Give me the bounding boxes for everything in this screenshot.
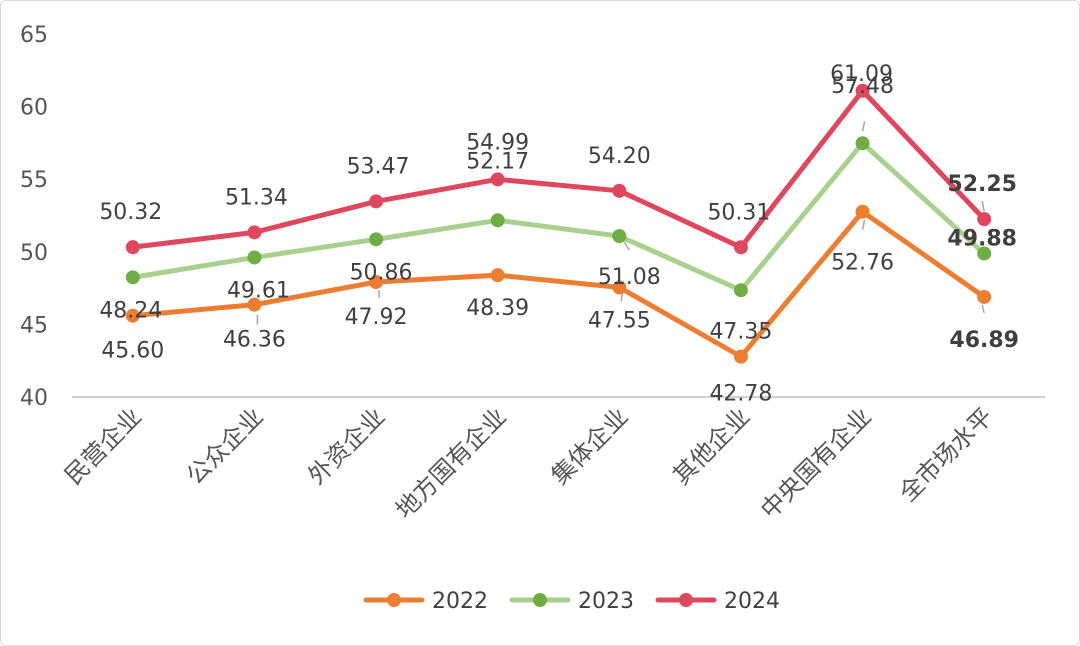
- data-point: [125, 308, 140, 323]
- data-point: [247, 297, 262, 312]
- data-point: [855, 83, 870, 98]
- x-category-label: 集体企业: [546, 402, 634, 490]
- y-tick-label: 40: [20, 386, 48, 411]
- leader-line: [623, 241, 630, 251]
- legend-item-2022: 2022: [363, 589, 488, 614]
- leader-lines: [256, 121, 985, 325]
- data-label: 46.36: [223, 328, 286, 353]
- legend-item-2024: 2024: [655, 589, 780, 614]
- data-labels: 45.60 46.36 47.92 48.39 47.55 42.78 52.76 46.89…: [99, 62, 1019, 407]
- data-label: 47.55: [588, 308, 651, 333]
- data-point: [612, 229, 627, 244]
- data-point: [247, 250, 262, 265]
- data-point: [855, 204, 870, 219]
- data-label: 49.88: [947, 227, 1017, 252]
- data-point: [612, 183, 627, 198]
- legend-label: 2023: [578, 589, 634, 614]
- data-label: 49.61: [227, 278, 290, 303]
- data-label: 45.60: [101, 339, 164, 364]
- series-2023: [125, 136, 992, 298]
- series-line-2024: [130, 88, 987, 250]
- legend: 2022 2023 2024: [363, 589, 780, 614]
- data-label: 53.47: [347, 154, 410, 179]
- data-label: 47.92: [345, 305, 408, 330]
- y-tick-label: 55: [20, 168, 48, 193]
- data-point: [855, 136, 870, 151]
- leader-line: [861, 219, 866, 230]
- x-category-label: 其他企业: [667, 402, 755, 490]
- leader-line: [861, 121, 866, 132]
- x-category-label: 民营企业: [59, 402, 147, 490]
- x-category-label: 全市场水平: [894, 402, 999, 507]
- data-point: [369, 194, 384, 209]
- data-label: 46.89: [949, 328, 1019, 353]
- leader-line: [981, 200, 985, 212]
- data-point: [977, 212, 992, 227]
- data-point: [369, 232, 384, 247]
- legend-swatch-marker: [387, 593, 401, 607]
- data-point: [612, 280, 627, 295]
- y-axis: 40 45 50 55 60 65: [20, 23, 48, 411]
- x-category-label: 外资企业: [303, 402, 391, 490]
- data-label: 51.34: [225, 185, 288, 210]
- data-point: [977, 246, 992, 261]
- legend-swatch-marker: [679, 593, 693, 607]
- legend-swatch-marker: [533, 593, 547, 607]
- leader-line: [620, 293, 624, 302]
- data-label: 47.35: [709, 319, 772, 344]
- x-axis: 民营企业 公众企业 外资企业 地方国有企业 集体企业 其他企业 中央国有企业 全市场水平: [59, 396, 1045, 524]
- data-label: 50.86: [350, 260, 413, 285]
- x-category-label: 公众企业: [181, 402, 269, 490]
- data-point: [977, 289, 992, 304]
- data-point: [247, 225, 262, 240]
- data-point: [490, 213, 505, 228]
- data-label: 50.32: [99, 200, 162, 225]
- data-label: 42.78: [709, 382, 772, 407]
- series-line-2023: [130, 140, 987, 293]
- data-point: [369, 275, 384, 290]
- series-2024: [125, 83, 992, 255]
- series-2022: [125, 204, 992, 364]
- data-label: 50.31: [707, 200, 770, 225]
- data-label: 51.08: [598, 265, 661, 290]
- x-category-label: 中央国有企业: [755, 402, 877, 524]
- legend-label: 2024: [724, 589, 780, 614]
- data-point: [733, 349, 748, 364]
- data-point: [490, 172, 505, 187]
- legend-item-2023: 2023: [509, 589, 634, 614]
- y-tick-label: 60: [20, 96, 48, 121]
- y-tick-label: 50: [20, 241, 48, 266]
- leader-line: [981, 304, 985, 314]
- data-label: 48.24: [99, 298, 162, 323]
- series-line-2022: [130, 209, 987, 360]
- data-point: [125, 240, 140, 255]
- data-point: [733, 283, 748, 298]
- series-layer: [125, 83, 992, 364]
- data-label: 52.17: [466, 149, 529, 174]
- data-label: 52.76: [831, 251, 894, 276]
- data-point: [125, 270, 140, 285]
- legend-label: 2022: [432, 589, 488, 614]
- data-point: [733, 240, 748, 255]
- x-category-label: 地方国有企业: [390, 402, 512, 524]
- data-label: 48.39: [466, 296, 529, 321]
- data-label: 61.09: [830, 62, 893, 87]
- data-label: 57.48: [831, 74, 894, 99]
- y-tick-label: 65: [20, 23, 48, 48]
- y-tick-label: 45: [20, 313, 48, 338]
- data-label: 54.20: [588, 144, 651, 169]
- data-point: [490, 268, 505, 283]
- data-label: 54.99: [466, 130, 529, 155]
- data-label: 52.25: [947, 172, 1017, 197]
